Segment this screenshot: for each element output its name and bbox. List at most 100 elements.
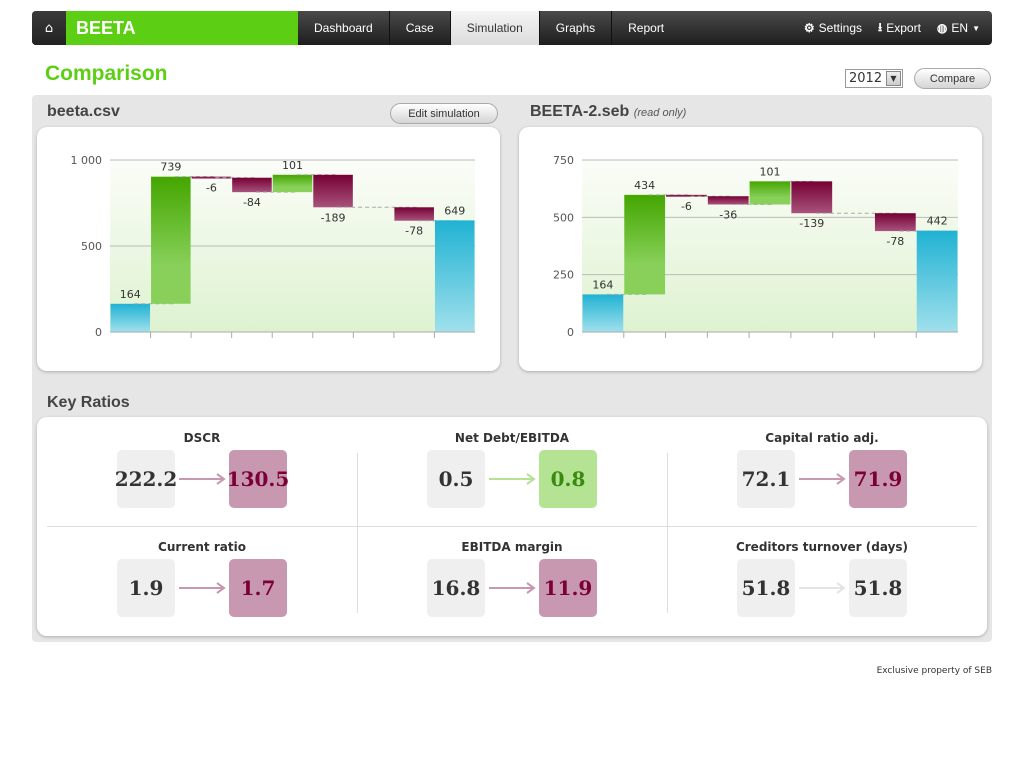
data-label: 101 — [760, 165, 781, 178]
ratio-from-value: 1.9 — [117, 559, 175, 617]
waterfall-bar — [394, 207, 434, 221]
waterfall-bar — [151, 176, 191, 304]
waterfall-bar — [707, 196, 749, 205]
ratio-label: Net Debt/EBITDA — [454, 431, 570, 445]
globe-icon: ◍ — [936, 21, 948, 35]
waterfall-bar — [191, 176, 232, 179]
data-label: -78 — [886, 235, 904, 248]
top-navbar: ⌂ BEETA Dashboard Case Simulation Graphs… — [32, 11, 992, 45]
home-button[interactable]: ⌂ — [32, 11, 66, 45]
home-icon: ⌂ — [44, 20, 54, 36]
waterfall-bar — [272, 174, 313, 193]
waterfall-bar — [313, 174, 353, 208]
ratio-cell: EBITDA margin 16.8 11.9 — [357, 526, 667, 626]
data-label: 649 — [444, 204, 465, 217]
page-title: Comparison — [45, 62, 168, 85]
col-divider — [357, 453, 358, 613]
right-chart-card: 0 250 500 750 164 434 -6 -36 101 -139 -78 442 — [519, 127, 982, 371]
data-label: 739 — [160, 161, 181, 174]
data-label: -189 — [321, 211, 346, 224]
ratio-to-value: 11.9 — [539, 559, 597, 617]
ratio-cell: Creditors turnover (days) 51.8 51.8 — [667, 526, 977, 626]
right-waterfall-chart: 0 250 500 750 164 434 -6 -36 101 -139 -78 442 — [553, 154, 958, 339]
settings-link[interactable]: ⚙ Settings — [803, 21, 863, 35]
y-tick-label: 750 — [553, 154, 574, 167]
right-simulation-title: BEETA-2.seb (read only) — [530, 103, 686, 121]
waterfall-bar — [749, 181, 791, 205]
ratio-from-value: 16.8 — [427, 559, 485, 617]
waterfall-bar — [434, 220, 475, 332]
right-file-name: BEETA-2.seb — [530, 103, 630, 120]
ratio-cell: Capital ratio adj. 72.1 71.9 — [667, 417, 977, 517]
y-tick-label: 1 000 — [71, 154, 103, 167]
ratio-from-value: 0.5 — [427, 450, 485, 508]
y-tick-label: 0 — [567, 326, 574, 339]
tab-report[interactable]: Report — [628, 21, 665, 35]
data-label: -84 — [243, 196, 261, 209]
ratio-from-value: 72.1 — [737, 450, 795, 508]
year-select[interactable]: 2012 ▼ — [845, 69, 903, 88]
left-simulation-title: beeta.csv — [47, 103, 120, 120]
arrow-right-icon — [799, 582, 846, 594]
data-label: -36 — [719, 208, 737, 221]
data-label: -78 — [405, 225, 423, 238]
year-value: 2012 — [849, 71, 883, 86]
edit-simulation-button[interactable]: Edit simulation — [390, 103, 498, 124]
ratio-label: Current ratio — [158, 540, 246, 554]
waterfall-bar — [874, 213, 916, 232]
left-waterfall-chart: 0 500 1 000 164 739 -6 -84 101 -189 -78 649 — [71, 154, 475, 339]
compare-button[interactable]: Compare — [914, 68, 991, 89]
left-chart-card: 0 500 1 000 164 739 -6 -84 101 -189 -78 649 — [37, 127, 500, 371]
row-divider — [47, 526, 977, 527]
waterfall-bar — [916, 230, 958, 332]
ratio-cell: DSCR 222.2 130.5 — [47, 417, 357, 517]
data-label: 434 — [634, 179, 655, 192]
language-menu[interactable]: ◍ EN ▼ — [936, 21, 980, 35]
y-tick-label: 0 — [95, 326, 102, 339]
data-label: -6 — [681, 200, 692, 213]
waterfall-bar — [232, 177, 272, 193]
ratio-from-value: 222.2 — [115, 450, 177, 508]
ratio-label: EBITDA margin — [461, 540, 563, 554]
arrow-right-icon — [489, 473, 536, 485]
ratio-cell: Net Debt/EBITDA 0.5 0.8 — [357, 417, 667, 517]
chevron-down-icon: ▼ — [886, 71, 901, 86]
ratio-label: Capital ratio adj. — [765, 431, 879, 445]
footer-text: Exclusive property of SEB — [876, 666, 992, 676]
ratio-label: DSCR — [183, 431, 221, 445]
ratio-to-value: 0.8 — [539, 450, 597, 508]
y-tick-label: 250 — [553, 269, 574, 282]
key-ratios-title: Key Ratios — [47, 394, 130, 411]
tab-case[interactable]: Case — [390, 11, 451, 45]
arrow-right-icon — [179, 473, 226, 485]
ratio-from-value: 51.8 — [737, 559, 795, 617]
data-label: 164 — [592, 278, 613, 291]
y-tick-label: 500 — [81, 240, 102, 253]
download-icon: ⭳ — [878, 19, 883, 34]
tab-graphs[interactable]: Graphs — [540, 11, 613, 45]
arrow-right-icon — [799, 473, 846, 485]
ratio-label: Creditors turnover (days) — [735, 540, 909, 554]
waterfall-bar — [582, 294, 624, 332]
caret-down-icon: ▼ — [972, 23, 980, 33]
brand-logo[interactable]: BEETA — [66, 11, 298, 45]
ratio-to-value: 1.7 — [229, 559, 287, 617]
read-only-note: (read only) — [633, 107, 687, 119]
ratio-to-value: 51.8 — [849, 559, 907, 617]
waterfall-bar — [666, 194, 707, 197]
arrow-right-icon — [179, 582, 226, 594]
ratio-to-value: 130.5 — [227, 450, 289, 508]
col-divider — [667, 453, 668, 613]
arrow-right-icon — [489, 582, 536, 594]
waterfall-bar — [624, 194, 666, 295]
data-label: 164 — [120, 288, 141, 301]
export-link[interactable]: ⭳ Export — [878, 18, 921, 39]
data-label: 101 — [282, 159, 303, 172]
gear-icon: ⚙ — [803, 21, 815, 35]
tab-dashboard[interactable]: Dashboard — [298, 11, 390, 45]
ratio-to-value: 71.9 — [849, 450, 907, 508]
tab-simulation[interactable]: Simulation — [450, 11, 540, 45]
y-tick-label: 500 — [553, 211, 574, 224]
key-ratios-card: DSCR 222.2 130.5 Net Debt/EBITDA 0.5 0.8 C… — [37, 417, 987, 636]
ratio-cell: Current ratio 1.9 1.7 — [47, 526, 357, 626]
